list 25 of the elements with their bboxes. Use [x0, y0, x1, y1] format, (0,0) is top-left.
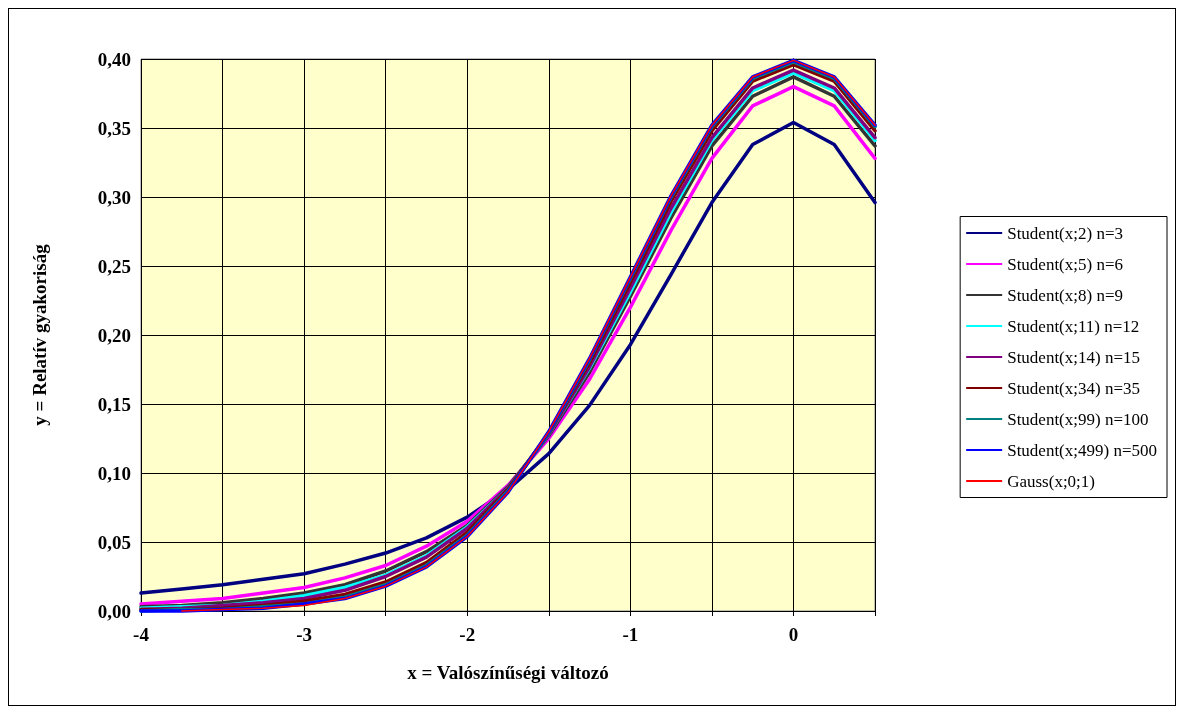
x-tick-label: 0: [788, 624, 799, 645]
y-tick-label: 0,30: [97, 186, 131, 208]
y-tick-label: 0,05: [97, 531, 131, 553]
y-tick-label: 0,40: [97, 48, 131, 70]
y-tick-label: 0,20: [97, 324, 131, 346]
x-tick-label: -2: [459, 624, 476, 645]
legend-label: Gauss(x;0;1): [1007, 471, 1095, 491]
y-tick-label: 0,00: [97, 600, 131, 622]
legend-label: Student(x;8) n=9: [1007, 285, 1124, 305]
legend-label: Student(x;34) n=35: [1007, 378, 1141, 398]
legend-label: Student(x;14) n=15: [1007, 347, 1141, 367]
legend-label: Student(x;5) n=6: [1007, 254, 1124, 274]
y-tick-label: 0,15: [97, 393, 131, 415]
legend-label: Student(x;99) n=100: [1007, 409, 1149, 429]
legend-label: Student(x;2) n=3: [1007, 223, 1124, 243]
y-tick-label: 0,25: [97, 255, 131, 277]
x-tick-label: -4: [133, 624, 150, 645]
y-axis-title: y = Relatív gyakoriság: [29, 243, 50, 426]
legend-label: Student(x;499) n=500: [1007, 440, 1158, 460]
x-tick-label: -3: [296, 624, 313, 645]
legend-label: Student(x;11) n=12: [1007, 316, 1140, 336]
x-tick-label: -1: [622, 624, 639, 645]
x-axis-title: x = Valószínűségi változó: [407, 662, 609, 683]
y-tick-label: 0,35: [97, 117, 131, 139]
y-tick-label: 0,10: [97, 462, 131, 484]
